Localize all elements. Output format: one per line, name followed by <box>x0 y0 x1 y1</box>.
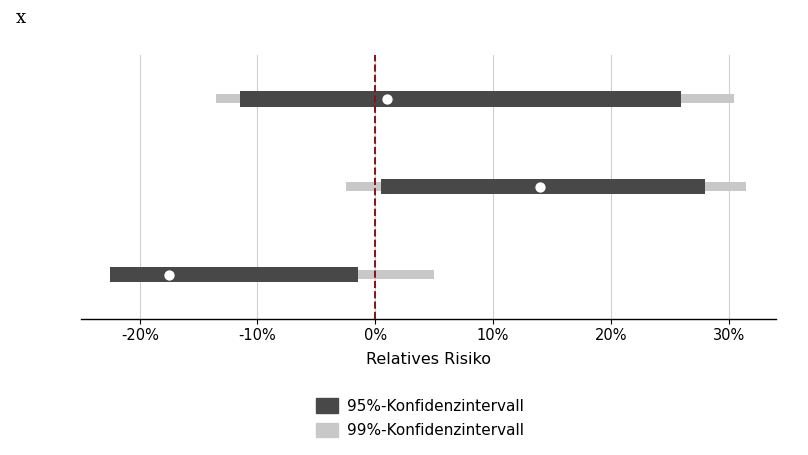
Bar <box>110 267 358 283</box>
Bar <box>240 91 681 106</box>
Point <box>162 271 175 278</box>
Bar <box>217 94 734 103</box>
Bar <box>110 270 434 279</box>
X-axis label: Relatives Risiko: Relatives Risiko <box>366 352 490 367</box>
Text: x: x <box>16 9 27 27</box>
Bar <box>381 179 705 194</box>
Legend: 95%-Konfidenzintervall, 99%-Konfidenzintervall: 95%-Konfidenzintervall, 99%-Konfidenzint… <box>317 398 524 438</box>
Point <box>381 95 393 102</box>
Bar <box>346 182 747 191</box>
Point <box>533 183 546 190</box>
